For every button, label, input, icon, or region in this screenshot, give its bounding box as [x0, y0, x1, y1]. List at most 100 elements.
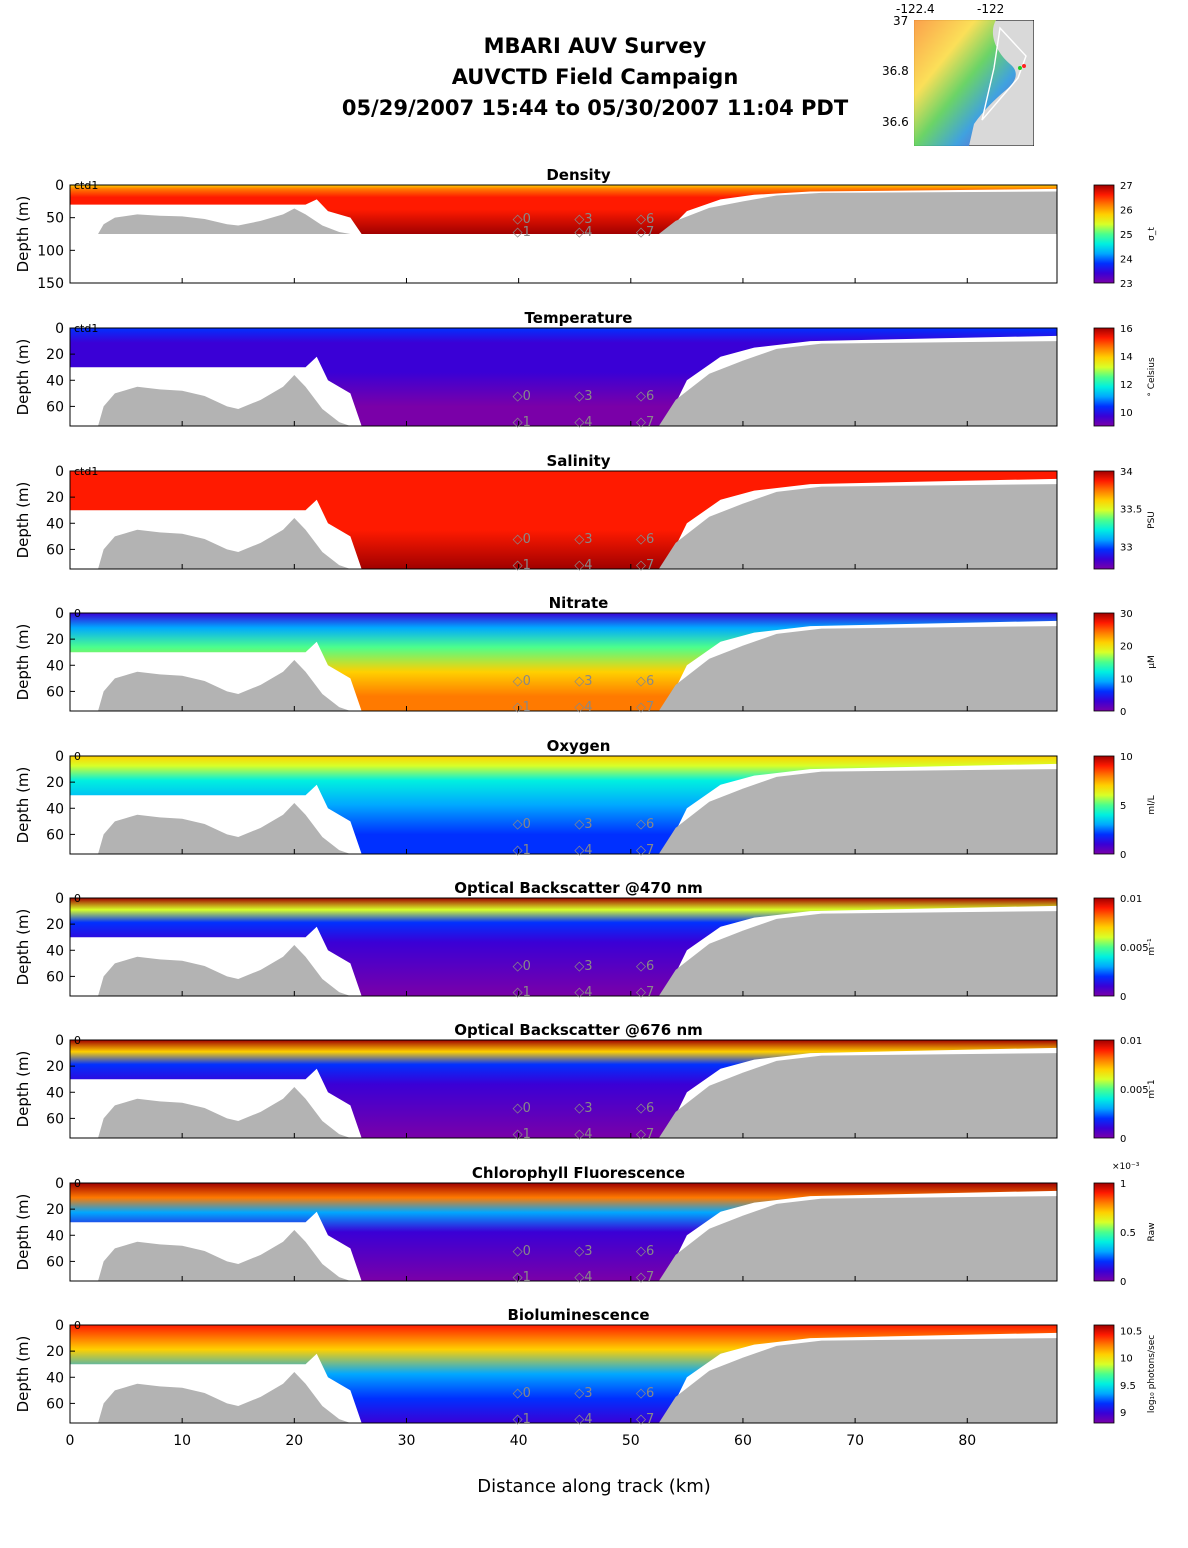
- station-label: ◇4: [574, 843, 592, 858]
- colorbar-tick-label: 9: [1120, 1408, 1126, 1419]
- station-label: ◇1: [513, 843, 531, 858]
- y-tick-label: 40: [46, 516, 64, 532]
- colorbar: [1093, 897, 1115, 997]
- corner-mark: 0: [74, 1177, 81, 1190]
- y-tick-label: 40: [46, 801, 64, 817]
- y-tick-label: 40: [46, 1370, 64, 1386]
- panel-density: 0 50 100 150 Depth (m) Density ctd1 ◇0 ◇3 ◇6 ◇1 ◇4 ◇…: [14, 166, 1157, 292]
- station-label: ◇6: [636, 817, 654, 832]
- station-label: ◇6: [636, 389, 654, 404]
- panel-oxygen: 0 20 40 60 Depth (m) Oxygen 0 ◇0 ◇3 ◇6 ◇1 ◇4 ◇7 10 5 0 m…: [14, 737, 1157, 861]
- colorbar-tick-label: 0.01: [1120, 1036, 1142, 1047]
- colorbar: [1093, 184, 1115, 284]
- y-tick-label: 0: [55, 891, 64, 907]
- y-tick-label: 60: [46, 1254, 64, 1270]
- station-label: ◇1: [513, 1270, 531, 1285]
- seafloor-shelf: [658, 1196, 1057, 1281]
- colorbar-exponent: ×10⁻³: [1112, 1162, 1140, 1172]
- colorbar-tick-label: 0: [1120, 1277, 1126, 1288]
- station-label: ◇3: [574, 1101, 592, 1116]
- corner-mark: ctd1: [74, 179, 98, 192]
- y-tick-label: 40: [46, 1228, 64, 1244]
- station-label: ◇1: [513, 1127, 531, 1142]
- title-line-1: MBARI AUV Survey: [483, 34, 707, 58]
- station-label: ◇7: [636, 225, 654, 240]
- inset-end-marker: [1022, 64, 1026, 68]
- colorbar-label: log₁₀ photons/sec: [1147, 1335, 1157, 1413]
- y-tick-label: 40: [46, 943, 64, 959]
- y-tick-label: 0: [55, 178, 64, 194]
- station-label: ◇0: [513, 1386, 531, 1401]
- station-label: ◇3: [574, 1386, 592, 1401]
- x-tick-label: 0: [66, 1433, 75, 1449]
- colorbar-tick-label: 0.005: [1120, 943, 1149, 954]
- y-axis-label: Depth (m): [14, 624, 32, 701]
- colorbar-tick-label: 5: [1120, 801, 1126, 812]
- colorbar-tick-label: 0.005: [1120, 1085, 1149, 1096]
- inset-lat-tick-1: 37: [893, 14, 909, 28]
- x-tick-label: 10: [173, 1433, 191, 1449]
- colorbar-tick-label: 10: [1120, 674, 1133, 685]
- inset-start-marker: [1018, 66, 1022, 70]
- colorbar: [1093, 470, 1115, 570]
- panel-title: Chlorophyll Fluorescence: [472, 1164, 685, 1182]
- x-tick-label: 50: [622, 1433, 640, 1449]
- colorbar-tick-label: 16: [1120, 324, 1133, 335]
- colorbar-tick-label: 14: [1120, 352, 1133, 363]
- station-label: ◇7: [636, 1270, 654, 1285]
- station-label: ◇3: [574, 532, 592, 547]
- station-label: ◇3: [574, 389, 592, 404]
- y-axis-label: Depth (m): [14, 767, 32, 844]
- y-tick-label: 150: [37, 276, 64, 292]
- station-label: ◇7: [636, 1412, 654, 1427]
- y-tick-label: 100: [37, 243, 64, 259]
- seafloor-left: [98, 375, 351, 426]
- y-tick-label: 20: [46, 1344, 64, 1360]
- station-label: ◇3: [574, 959, 592, 974]
- panel-salinity: 0 20 40 60 Depth (m) Salinity ctd1 ◇0 ◇3 ◇6 ◇1 ◇4 ◇7…: [14, 452, 1157, 573]
- station-label: ◇4: [574, 700, 592, 715]
- inset-track: [981, 26, 1027, 121]
- colorbar-tick-label: 0: [1120, 850, 1126, 861]
- y-axis-label: Depth (m): [14, 196, 32, 273]
- y-tick-label: 60: [46, 684, 64, 700]
- axes-box: [69, 897, 1058, 997]
- colorbar-label: m⁻¹: [1147, 938, 1157, 956]
- y-axis-label: Depth (m): [14, 339, 32, 416]
- seafloor-left: [98, 660, 351, 711]
- corner-mark: ctd1: [74, 465, 98, 478]
- y-axis-label: Depth (m): [14, 909, 32, 986]
- axes-box: [69, 1182, 1058, 1282]
- y-tick-label: 40: [46, 373, 64, 389]
- colorbar-tick-label: 10: [1120, 408, 1133, 419]
- corner-mark: 0: [74, 1034, 81, 1047]
- colorbar-tick-label: 20: [1120, 642, 1133, 653]
- colorbar-tick-label: 10.5: [1120, 1326, 1142, 1337]
- station-label: ◇4: [574, 225, 592, 240]
- station-label: ◇6: [636, 1244, 654, 1259]
- station-label: ◇0: [513, 817, 531, 832]
- seafloor-shelf: [658, 769, 1057, 854]
- station-label: ◇1: [513, 415, 531, 430]
- station-label: ◇3: [574, 1244, 592, 1259]
- x-tick-label: 60: [734, 1433, 752, 1449]
- inset-lon-tick-2: -122: [977, 2, 1005, 16]
- y-tick-label: 60: [46, 969, 64, 985]
- y-tick-label: 60: [46, 542, 64, 558]
- x-axis-label: Distance along track (km): [477, 1476, 711, 1497]
- station-label: ◇4: [574, 985, 592, 1000]
- colorbar: [1093, 755, 1115, 855]
- y-tick-label: 40: [46, 1085, 64, 1101]
- seafloor-shelf: [658, 191, 1057, 234]
- y-axis-label: Depth (m): [14, 482, 32, 559]
- station-label: ◇1: [513, 225, 531, 240]
- colorbar-tick-label: 9.5: [1120, 1381, 1136, 1392]
- seafloor-left: [98, 1230, 351, 1281]
- y-tick-label: 20: [46, 917, 64, 933]
- y-tick-label: 60: [46, 827, 64, 843]
- y-tick-label: 20: [46, 632, 64, 648]
- x-tick-label: 30: [398, 1433, 416, 1449]
- x-tick-label: 40: [510, 1433, 528, 1449]
- panel-optical-backscatter-676-nm: 0 20 40 60 Depth (m) Optical Backscatter @676…: [14, 1021, 1157, 1145]
